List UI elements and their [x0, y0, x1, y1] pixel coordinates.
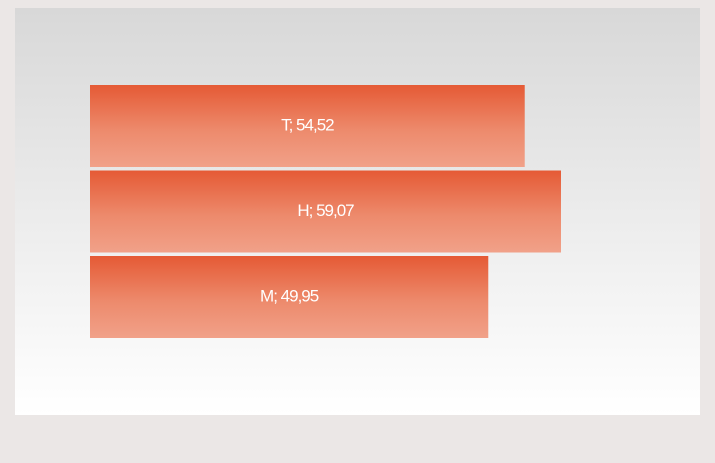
bars: T; 54,52 H; 59,07 M; 49,95	[90, 85, 561, 338]
bar	[90, 170, 561, 253]
bar	[90, 85, 525, 167]
data-label: T; 54,52	[281, 115, 334, 134]
data-label: M; 49,95	[260, 286, 319, 305]
bar	[90, 256, 489, 338]
data-label: H; 59,07	[297, 201, 354, 220]
